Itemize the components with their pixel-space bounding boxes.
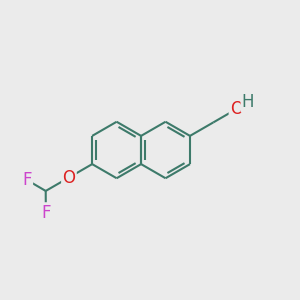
Text: O: O	[230, 100, 243, 118]
Text: F: F	[41, 204, 51, 222]
Text: F: F	[22, 171, 32, 189]
Text: H: H	[242, 93, 254, 111]
Text: O: O	[62, 169, 75, 187]
